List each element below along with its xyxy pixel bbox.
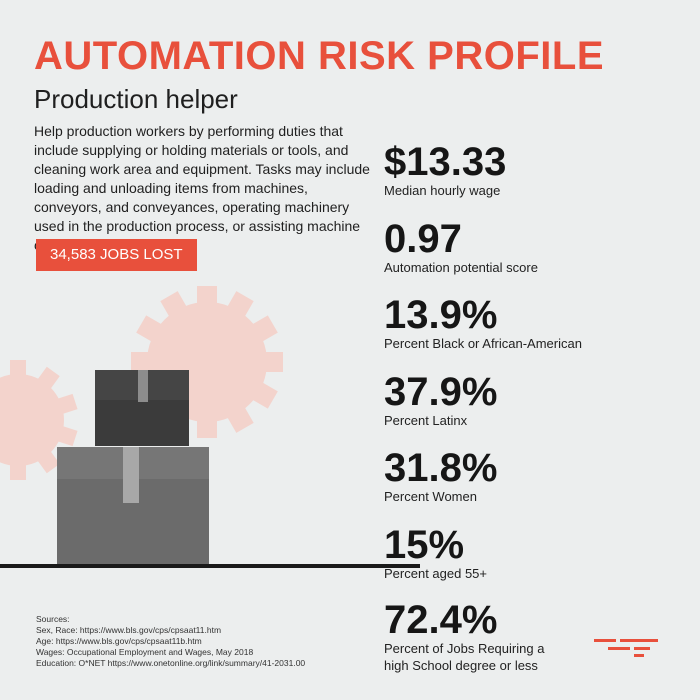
job-title: Production helper (34, 84, 238, 114)
job-description: Help production workers by performing du… (34, 123, 370, 253)
stat-label: Percent of Jobs Requiring a high School … (384, 641, 545, 673)
stat-aged-55-plus: 15% Percent aged 55+ (384, 523, 487, 582)
stat-latinx: 37.9% Percent Latinx (384, 370, 497, 429)
stat-median-wage: $13.33 Median hourly wage (384, 140, 506, 199)
stat-label: Automation potential score (384, 260, 538, 275)
stat-value: 72.4% (384, 598, 498, 642)
sources-heading: Sources: (36, 614, 70, 624)
stacked-boxes-icon (0, 370, 420, 568)
source-line: Wages: Occupational Employment and Wages… (36, 647, 254, 657)
stat-label: Percent Women (384, 489, 477, 504)
stat-black-african-american: 13.9% Percent Black or African-American (384, 293, 582, 352)
stat-education: 72.4% Percent of Jobs Requiring a high S… (384, 598, 554, 674)
stat-label: Median hourly wage (384, 183, 501, 198)
stat-automation-score: 0.97 Automation potential score (384, 217, 538, 276)
page-title: AUTOMATION RISK PROFILE (34, 34, 605, 78)
stat-value: 0.97 (384, 217, 462, 261)
stat-value: 15% (384, 523, 465, 567)
stat-value: $13.33 (384, 140, 507, 184)
stat-value: 31.8% (384, 446, 498, 490)
illustration (0, 286, 420, 568)
stat-label: Percent Black or African-American (384, 336, 582, 351)
source-line: Education: O*NET https://www.onetonline.… (36, 658, 306, 668)
stat-value: 37.9% (384, 370, 498, 414)
stat-label: Percent Latinx (384, 413, 468, 428)
source-line: Sex, Race: https://www.bls.gov/cps/cpsaa… (36, 625, 222, 635)
stat-women: 31.8% Percent Women (384, 446, 497, 505)
brand-logo-icon (594, 639, 658, 657)
stat-value: 13.9% (384, 293, 498, 337)
source-line: Age: https://www.bls.gov/cps/cpsaat11b.h… (36, 636, 202, 646)
stat-label: Percent aged 55+ (384, 566, 487, 581)
jobs-lost-badge: 34,583 JOBS LOST (36, 239, 197, 271)
sources: Sources: Sex, Race: https://www.bls.gov/… (36, 614, 366, 669)
